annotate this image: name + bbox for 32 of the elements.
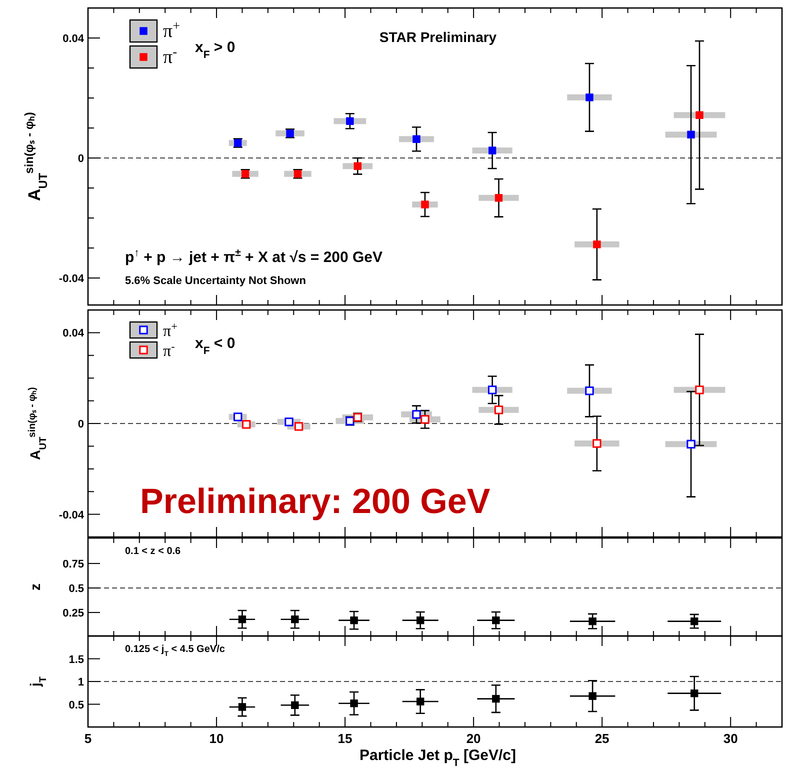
annotation: Preliminary: 200 GeV	[140, 482, 491, 521]
legend-label: π$^{-}$	[163, 341, 176, 360]
x-axis-title: Particle Jet p$_{T}$ [GeV/c]	[360, 747, 516, 768]
y-tick-label: 0.25	[62, 607, 84, 620]
y-tick-label: 0.5	[68, 582, 84, 595]
annotation: p$^{↑}$ + p → jet + π$^{±}$ + X at √s = 200 GeV	[125, 247, 383, 266]
x-tick-label: 5	[84, 731, 92, 746]
x-tick-label: 30	[723, 731, 738, 746]
legend-title: x$_{F}$ < 0	[195, 335, 236, 357]
annotation: 0.125 < j$_{T}$ < 4.5 GeV/c	[125, 644, 226, 658]
y-tick-label: 0.04	[62, 33, 85, 45]
y-tick-label: 0	[78, 153, 84, 165]
y-tick-label: -0.04	[58, 509, 85, 522]
legend-label: π$^{+}$	[163, 18, 180, 42]
x-tick-label: 20	[466, 731, 481, 746]
y-tick-label: 0.04	[62, 328, 85, 340]
annotation: STAR Preliminary	[379, 29, 497, 45]
x-tick-label: 10	[209, 731, 224, 746]
x-tick-label: 25	[594, 731, 610, 746]
legend-label: π$^{-}$	[163, 44, 178, 68]
y-tick-label: 0.75	[62, 558, 84, 570]
y-tick-label: 1.5	[68, 654, 84, 666]
y-axis-title: z	[27, 584, 43, 590]
annotation: 5.6% Scale Uncertainty Not Shown	[125, 275, 306, 287]
x-tick-label: 15	[338, 731, 352, 746]
y-tick-label: 0	[78, 418, 84, 430]
y-tick-label: 1	[78, 676, 84, 688]
annotation: 0.1 < z < 0.6	[125, 546, 182, 557]
y-tick-label: 0.5	[68, 699, 84, 712]
y-tick-label: -0.04	[58, 273, 85, 285]
legend-title: x$_{F}$ > 0	[195, 39, 236, 61]
legend-label: π$^{+}$	[163, 321, 178, 340]
